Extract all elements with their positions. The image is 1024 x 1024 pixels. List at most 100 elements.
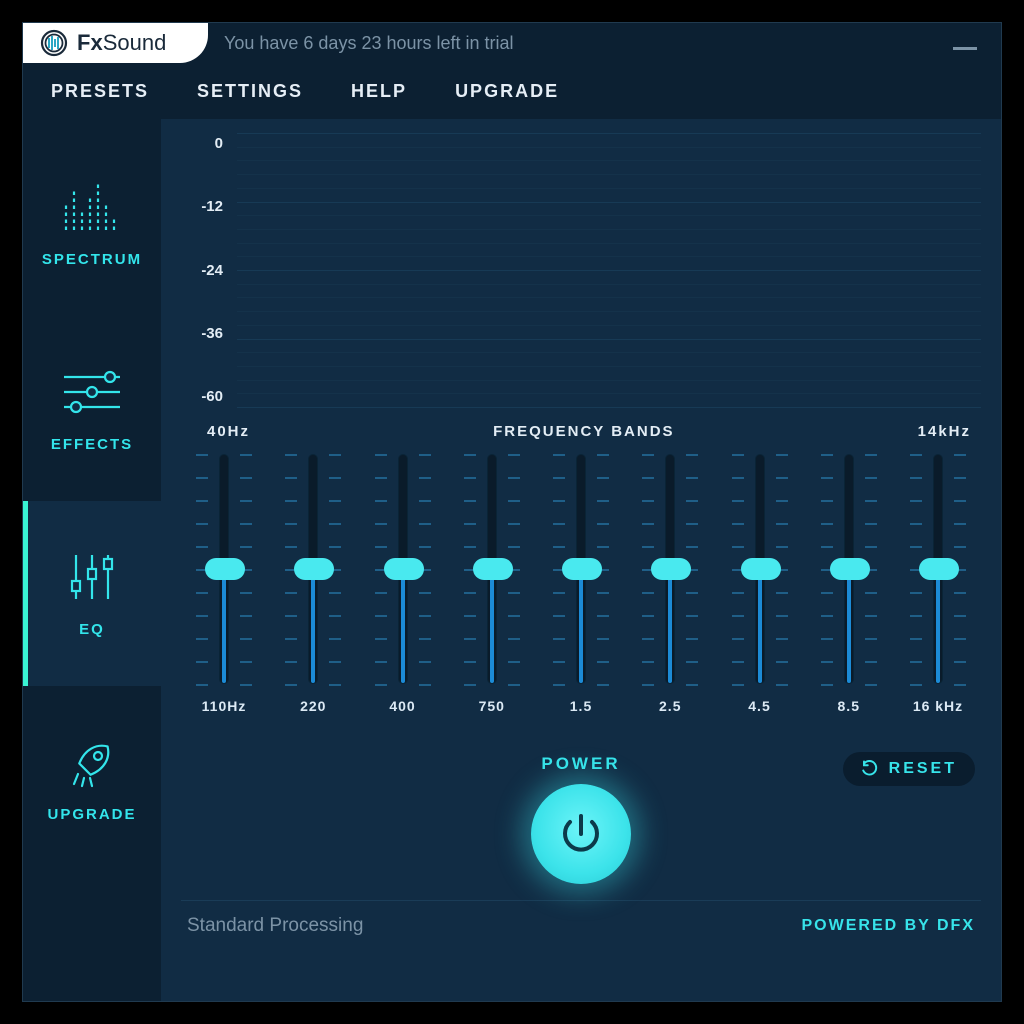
slider-thumb[interactable] [205,558,245,580]
power-label: POWER [541,754,620,774]
grid-major [237,339,981,340]
logo-text-bold: Fx [77,30,103,55]
slider-track [487,454,497,684]
slider-freq-label: 16 kHz [913,698,963,714]
eq-slider[interactable]: 2.5 [629,454,711,714]
y-tick-label: -24 [201,262,223,279]
grid-minor [237,188,981,189]
slider-track [844,454,854,684]
y-tick-label: -60 [201,388,223,405]
slider-tick [821,684,877,686]
slider-track [576,454,586,684]
eq-slider[interactable]: 16 kHz [897,454,979,714]
grid-minor [237,297,981,298]
grid-minor [237,256,981,257]
slider-thumb[interactable] [562,558,602,580]
graph-grid [237,133,981,407]
eq-sliders: 110Hz 220 400 750 1.5 2.5 4.5 8.5 16 kHz [181,454,981,714]
logo-icon [39,28,69,58]
slider-tick [375,684,431,686]
slider-track-wrap [910,454,966,684]
grid-major [237,133,981,134]
menubar: PRESETS SETTINGS HELP UPGRADE [23,63,1001,119]
logo-text-light: Sound [103,30,167,55]
slider-tick [464,684,520,686]
power-button[interactable] [531,784,631,884]
eq-slider[interactable]: 4.5 [719,454,801,714]
footer: Standard Processing POWERED BY DFX [181,900,981,941]
slider-thumb[interactable] [741,558,781,580]
grid-minor [237,147,981,148]
app-window: FxSound You have 6 days 23 hours left in… [22,22,1002,1002]
main-panel: 0 -12 -24 -36 -60 40Hz FREQUENCY BANDS 1… [161,119,1001,1001]
grid-minor [237,229,981,230]
slider-track-wrap [642,454,698,684]
eq-slider[interactable]: 750 [451,454,533,714]
sliders-horizontal-icon [57,364,127,420]
trial-text: You have 6 days 23 hours left in trial [224,33,514,54]
reset-button[interactable]: RESET [843,752,975,786]
slider-track [219,454,229,684]
spectrum-graph: 0 -12 -24 -36 -60 [181,133,981,407]
processing-mode: Standard Processing [187,915,363,937]
grid-minor [237,160,981,161]
slider-tick [910,684,966,686]
slider-freq-label: 1.5 [570,698,592,714]
grid-minor [237,366,981,367]
slider-track-wrap [732,454,788,684]
slider-freq-label: 110Hz [202,698,247,714]
grid-minor [237,352,981,353]
eq-slider[interactable]: 400 [362,454,444,714]
slider-track [755,454,765,684]
slider-track [933,454,943,684]
slider-track-wrap [285,454,341,684]
slider-freq-label: 220 [300,698,326,714]
grid-minor [237,174,981,175]
slider-track [398,454,408,684]
bands-header: 40Hz FREQUENCY BANDS 14kHz [181,419,981,454]
menu-upgrade[interactable]: UPGRADE [455,81,559,102]
eq-slider[interactable]: 110Hz [183,454,265,714]
spectrum-bars-icon [57,179,127,235]
slider-thumb[interactable] [294,558,334,580]
bands-right-label: 14kHz [918,423,971,440]
slider-tick [642,684,698,686]
bands-center-label: FREQUENCY BANDS [250,423,918,440]
grid-minor [237,284,981,285]
titlebar: FxSound You have 6 days 23 hours left in… [23,23,1001,63]
grid-minor [237,393,981,394]
menu-presets[interactable]: PRESETS [51,81,149,102]
y-tick-label: -36 [201,325,223,342]
eq-slider[interactable]: 8.5 [808,454,890,714]
slider-tick [732,684,788,686]
slider-thumb[interactable] [919,558,959,580]
sidebar: SPECTRUM EFFECTS [23,119,161,1001]
slider-thumb[interactable] [651,558,691,580]
slider-freq-label: 2.5 [659,698,681,714]
sidebar-tab-spectrum[interactable]: SPECTRUM [23,131,161,316]
slider-thumb[interactable] [830,558,870,580]
grid-major [237,407,981,408]
slider-freq-label: 750 [479,698,505,714]
minimize-button[interactable] [953,47,977,50]
sidebar-tab-upgrade[interactable]: UPGRADE [23,686,161,871]
menu-settings[interactable]: SETTINGS [197,81,303,102]
grid-minor [237,380,981,381]
sidebar-tab-eq[interactable]: EQ [23,501,161,686]
menu-help[interactable]: HELP [351,81,407,102]
slider-tick [553,684,609,686]
slider-track-wrap [553,454,609,684]
grid-minor [237,215,981,216]
eq-slider[interactable]: 220 [272,454,354,714]
sidebar-tab-effects[interactable]: EFFECTS [23,316,161,501]
sidebar-label-spectrum: SPECTRUM [42,251,142,268]
grid-minor [237,311,981,312]
grid-major [237,202,981,203]
slider-freq-label: 4.5 [748,698,770,714]
slider-thumb[interactable] [473,558,513,580]
power-wrap: POWER [531,754,631,884]
slider-thumb[interactable] [384,558,424,580]
sliders-vertical-icon [57,549,127,605]
eq-slider[interactable]: 1.5 [540,454,622,714]
slider-freq-label: 8.5 [838,698,860,714]
